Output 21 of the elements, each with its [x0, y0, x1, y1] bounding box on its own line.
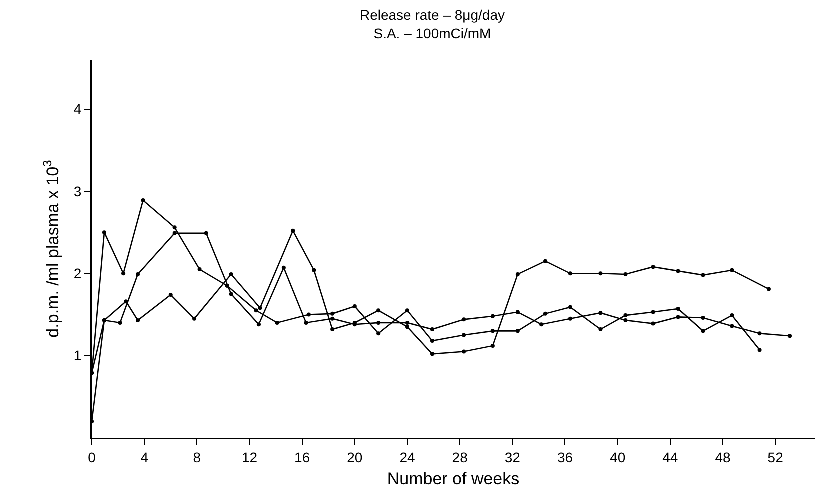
x-tick-label: 28 — [452, 449, 468, 466]
x-tick-label: 40 — [610, 449, 626, 466]
x-tick-label: 4 — [140, 449, 149, 466]
x-tick-label: 52 — [768, 449, 784, 466]
chart-subtitle: S.A. – 100mCi/mM — [374, 25, 492, 42]
x-tick-label: 12 — [242, 449, 258, 466]
y-tick-label: 1 — [74, 348, 82, 364]
y-tick-label: 3 — [74, 183, 82, 200]
x-tick-label: 44 — [662, 449, 678, 466]
y-tick-label: 2 — [74, 266, 82, 282]
x-tick-label: 16 — [294, 449, 310, 466]
x-tick-label: 48 — [715, 449, 731, 466]
x-axis-title: Number of weeks — [387, 469, 520, 488]
x-tick-label: 8 — [193, 449, 202, 466]
x-tick-label: 0 — [88, 449, 96, 466]
chart-title: Release rate – 8μg/day — [360, 7, 506, 24]
x-tick-label: 24 — [400, 449, 416, 466]
x-tick-label: 20 — [347, 449, 363, 466]
x-tick-label: 32 — [504, 449, 521, 466]
y-tick-label: 4 — [74, 101, 82, 118]
x-tick-label: 36 — [557, 449, 574, 466]
